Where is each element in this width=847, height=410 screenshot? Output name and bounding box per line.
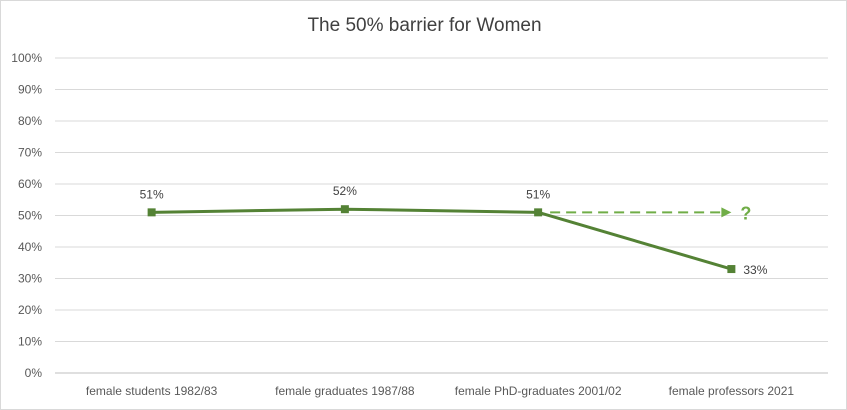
- x-tick-label: female students 1982/83: [86, 384, 218, 398]
- y-tick-label: 90%: [18, 83, 42, 97]
- y-axis-ticks: 0% 10% 20% 30% 40% 50% 60% 70% 80% 90% 100%: [11, 51, 42, 380]
- y-tick-label: 80%: [18, 114, 42, 128]
- y-tick-label: 20%: [18, 303, 42, 317]
- annotation-arrowhead: [721, 207, 732, 218]
- data-point: [340, 205, 349, 214]
- data-label: 51%: [526, 187, 550, 201]
- series-line: [151, 207, 732, 271]
- gridlines: [55, 57, 828, 374]
- x-axis-ticks: female students 1982/83 female graduates …: [86, 384, 794, 398]
- y-tick-label: 10%: [18, 335, 42, 349]
- y-tick-label: 30%: [18, 272, 42, 286]
- y-tick-label: 70%: [18, 146, 42, 160]
- data-point: [534, 208, 543, 217]
- data-label: 52%: [333, 184, 357, 198]
- chart-title: The 50% barrier for Women: [307, 15, 542, 36]
- data-labels: 51% 52% 51% 33%: [140, 184, 768, 277]
- data-label: 33%: [743, 263, 767, 277]
- data-point: [147, 208, 156, 217]
- series-line-group: [147, 205, 736, 274]
- x-tick-label: female graduates 1987/88: [275, 384, 415, 398]
- data-label: 51%: [140, 187, 164, 201]
- x-tick-label: female professors 2021: [669, 384, 795, 398]
- y-tick-label: 40%: [18, 240, 42, 254]
- y-tick-label: 60%: [18, 177, 42, 191]
- y-tick-label: 0%: [25, 366, 43, 380]
- annotation-label: ?: [740, 203, 751, 223]
- y-tick-label: 50%: [18, 209, 42, 223]
- annotation-arrow: ?: [550, 203, 751, 223]
- x-tick-label: female PhD-graduates 2001/02: [455, 384, 622, 398]
- data-point: [727, 265, 736, 274]
- y-tick-label: 100%: [11, 51, 42, 65]
